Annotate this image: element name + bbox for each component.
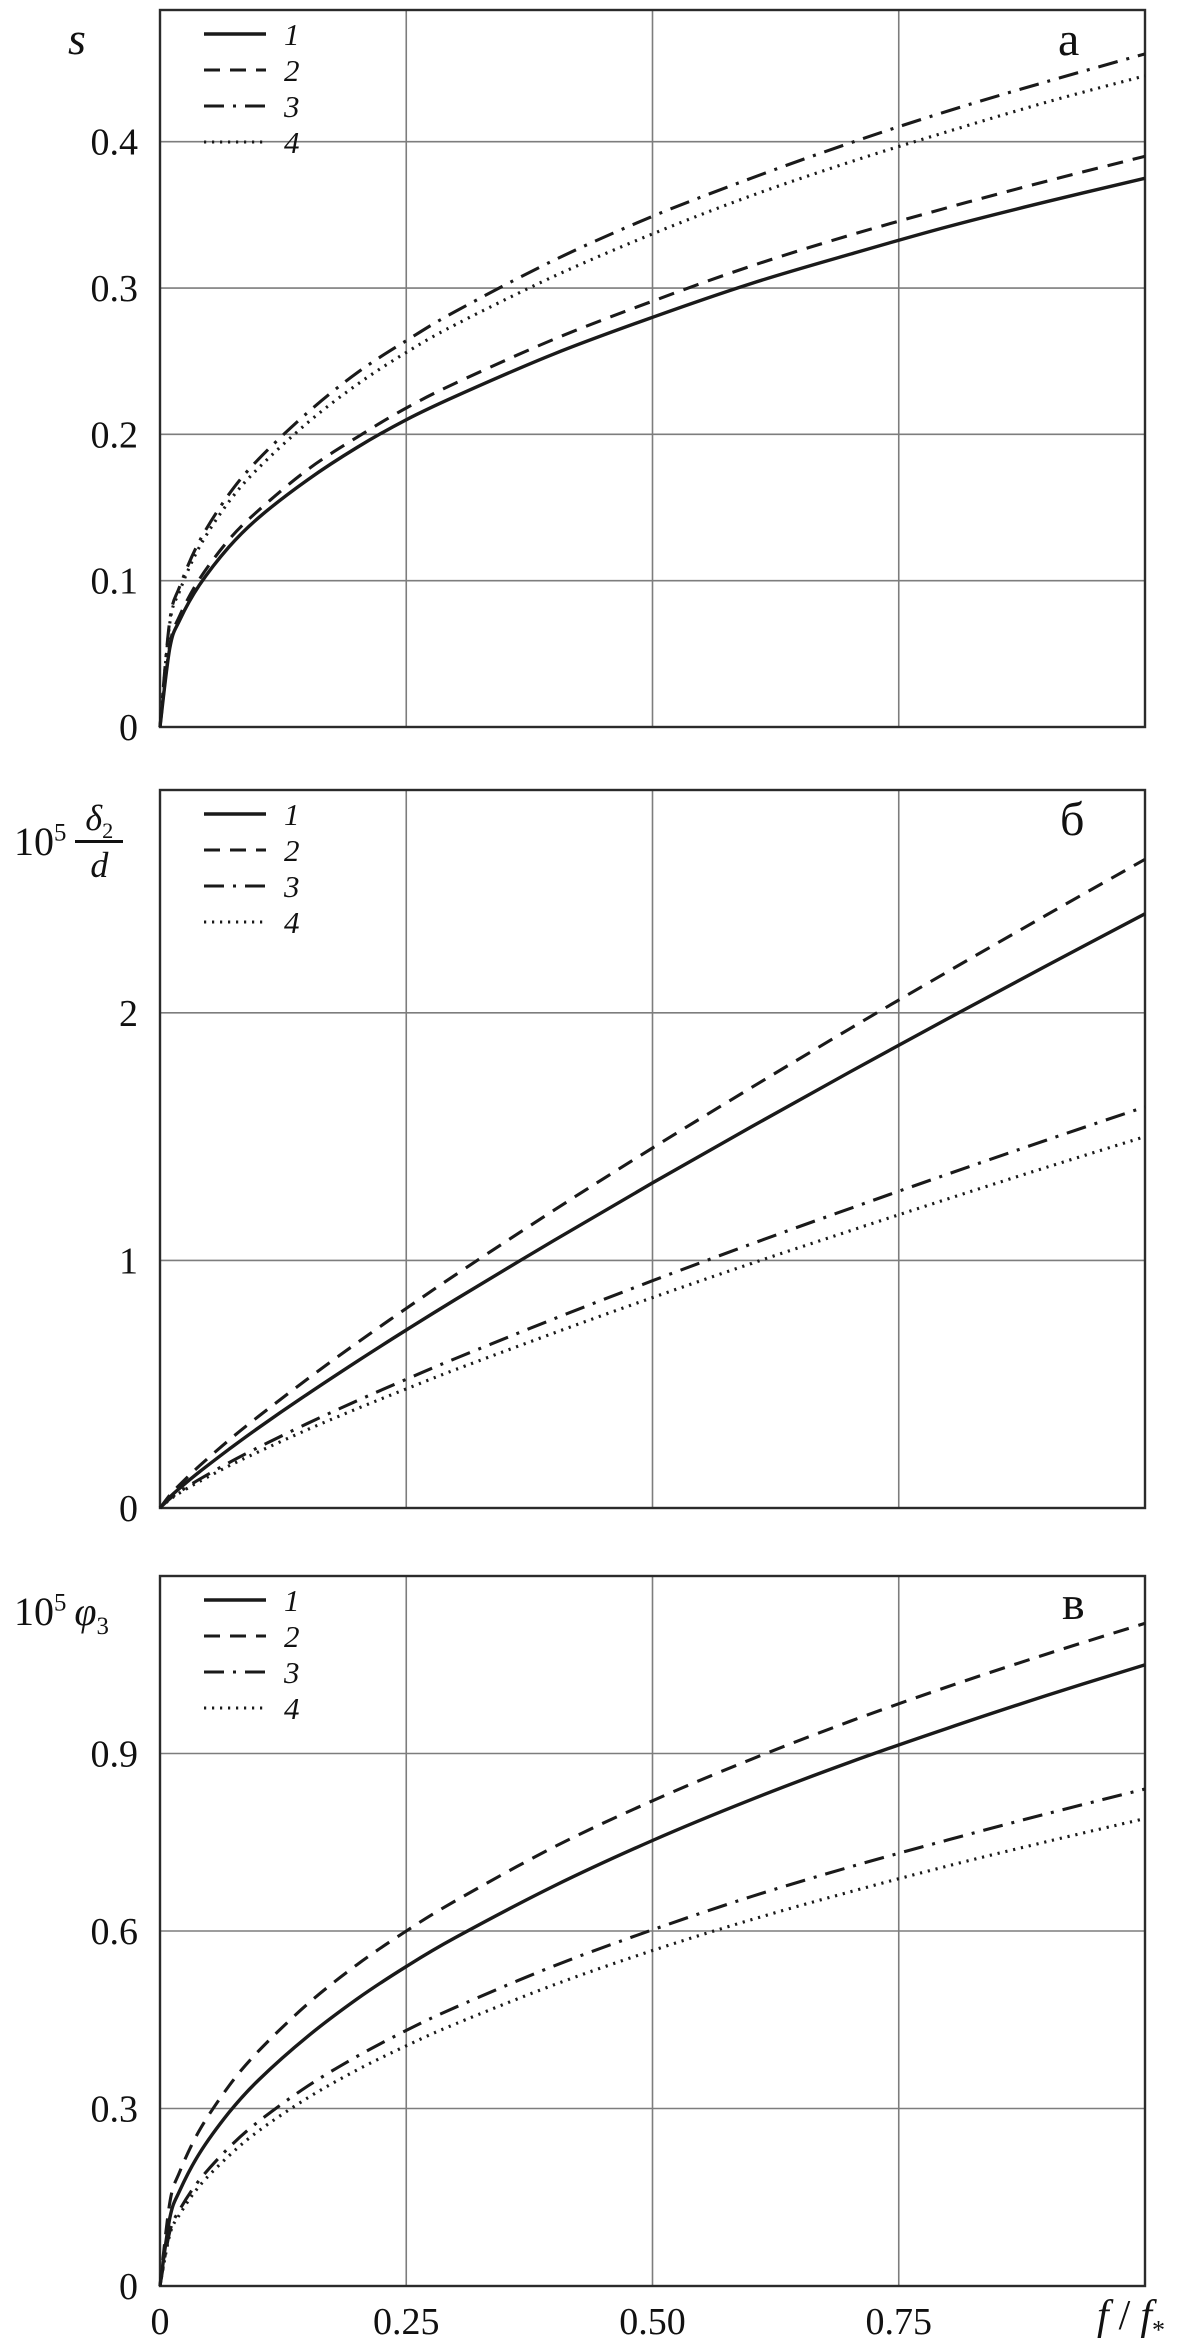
legend-label-4: 4 <box>284 905 300 940</box>
legend-label-4: 4 <box>284 1691 300 1726</box>
curve-3 <box>158 52 1146 728</box>
plot-border <box>158 1574 1147 2288</box>
curve-3 <box>158 1787 1146 2287</box>
panel-label-a: а <box>1058 13 1080 66</box>
y-tick-label: 0.3 <box>91 268 139 310</box>
fraction-denominator: d <box>90 845 109 886</box>
y-tick-label: 0.3 <box>91 2089 139 2131</box>
plot-border <box>158 788 1147 1510</box>
curve-3 <box>158 1105 1146 1510</box>
y-axis-label-s: s <box>68 12 86 65</box>
curve-1 <box>158 1663 1146 2287</box>
legend-label-3: 3 <box>283 1655 300 1690</box>
y-axis-label-delta: 105 δ2 d <box>14 798 124 886</box>
plot-border <box>158 8 1147 729</box>
legend-label-2: 2 <box>284 53 300 88</box>
y-tick-label: 0.1 <box>91 561 139 603</box>
panel-label-b: б <box>1060 793 1085 846</box>
y-axis-symbol-s: s <box>68 13 86 64</box>
curve-1 <box>158 912 1146 1510</box>
y-axis-label-phi: 105 φ3 <box>14 1588 109 1640</box>
legend-label-2: 2 <box>284 1619 300 1654</box>
x-tick-label: 0.50 <box>619 2301 686 2343</box>
curve-1 <box>158 176 1146 728</box>
legend-label-3: 3 <box>283 89 300 124</box>
power-of-ten: 105 <box>14 819 67 865</box>
y-tick-label: 2 <box>119 993 138 1035</box>
y-tick-label: 0.9 <box>91 1734 139 1776</box>
curve-2 <box>158 154 1146 728</box>
x-tick-label: 0 <box>151 2301 170 2343</box>
y-tick-label: 0 <box>119 1488 138 1530</box>
y-tick-label: 0.6 <box>91 1911 139 1953</box>
legend-label-3: 3 <box>283 869 300 904</box>
curve-2 <box>158 857 1146 1509</box>
y-tick-label: 0.2 <box>91 414 139 456</box>
legend-label-1: 1 <box>284 797 300 832</box>
legend-label-4: 4 <box>284 125 300 160</box>
legend-label-1: 1 <box>284 1583 300 1618</box>
phi-symbol: φ3 <box>74 1589 109 1640</box>
panel-label-c: в <box>1062 1577 1085 1630</box>
legend-label-1: 1 <box>284 17 300 52</box>
fraction-numerator: δ2 <box>75 798 124 844</box>
y-tick-label: 1 <box>119 1240 138 1282</box>
y-tick-label: 0 <box>119 707 138 749</box>
power-of-ten: 105 <box>14 1589 67 1634</box>
curve-2 <box>158 1621 1146 2287</box>
legend-label-2: 2 <box>284 833 300 868</box>
fraction: δ2 d <box>75 798 124 886</box>
x-axis-label: f / f* <box>1096 2293 1165 2345</box>
y-tick-label: 0.4 <box>91 122 139 164</box>
y-tick-label: 0 <box>119 2266 138 2308</box>
x-tick-label: 0.25 <box>373 2301 440 2343</box>
x-tick-label: 0.75 <box>866 2301 933 2343</box>
